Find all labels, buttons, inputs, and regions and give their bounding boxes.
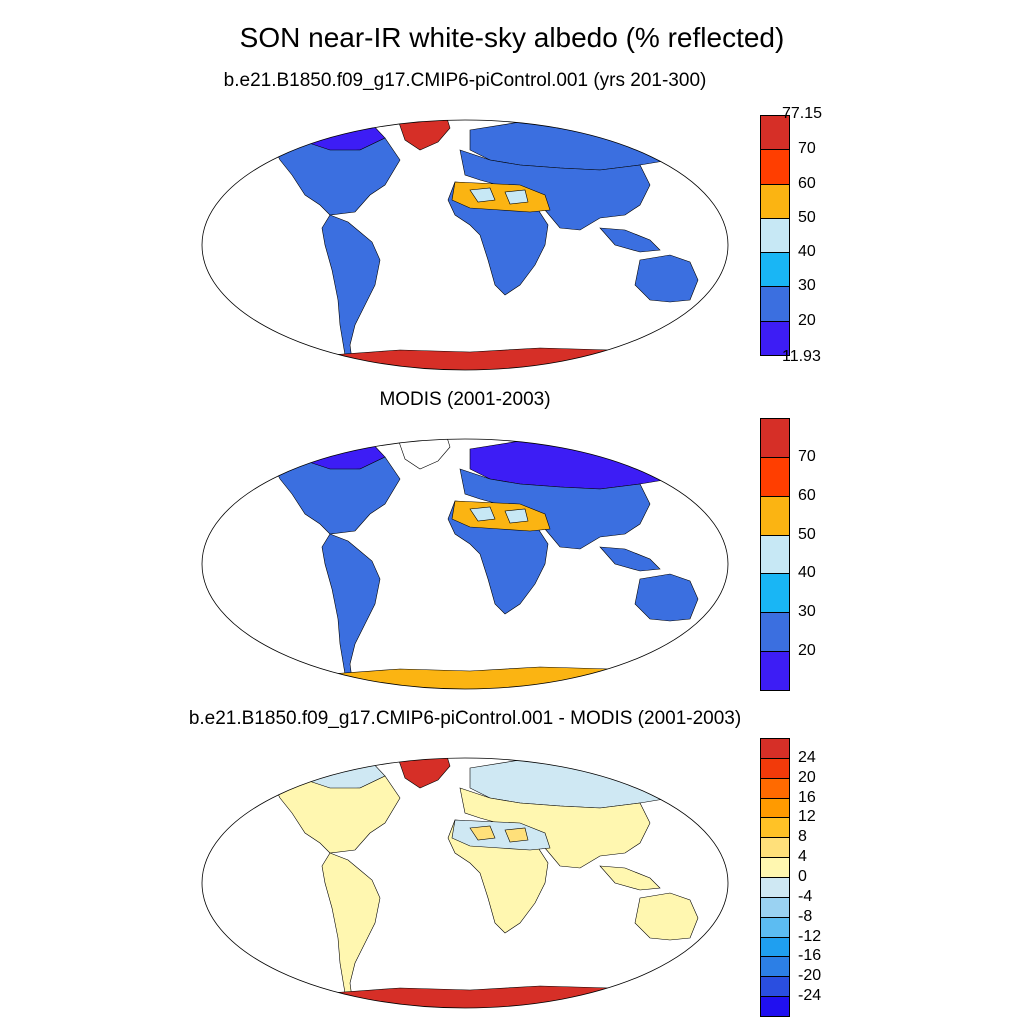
panel-title-diff: b.e21.B1850.f09_g17.CMIP6-piControl.001 … [188, 708, 742, 729]
colorbar-label: 24 [798, 748, 816, 766]
colorbar-label: -12 [798, 927, 822, 945]
region-desert_accent [469, 825, 496, 841]
colorbar-model: 11.93 20 30 40 50 60 70 77.15 [760, 106, 840, 365]
map-obs [201, 438, 729, 690]
colorbar-swatch [760, 797, 790, 819]
region-land [269, 775, 401, 854]
colorbar-swatch [760, 612, 790, 653]
region-desert_accent [504, 189, 529, 205]
colorbar-swatch [760, 817, 790, 839]
region-land [599, 546, 661, 572]
region-land [269, 137, 401, 216]
panel-title-obs: MODIS (2001-2003) [379, 389, 551, 410]
colorbar-swatch [760, 651, 790, 691]
colorbar-swatch [760, 757, 790, 779]
region-land [321, 533, 381, 680]
region-desert_accent [469, 506, 496, 522]
region-land [634, 254, 699, 303]
region-antarctica [274, 347, 701, 370]
region-arctic_islands [328, 439, 396, 444]
region-antarctica [274, 666, 701, 689]
colorbar-swatch [760, 456, 790, 497]
colorbar-label: -16 [798, 947, 822, 965]
colorbar-swatch [760, 495, 790, 536]
colorbar-label: -24 [798, 987, 822, 1005]
colorbar-swatch [760, 936, 790, 958]
colorbar-label: 0 [798, 868, 807, 885]
region-land [599, 227, 661, 253]
colorbar-swatch [760, 877, 790, 898]
colorbar-label: 60 [798, 174, 816, 192]
colorbar-swatch [760, 573, 790, 614]
colorbar-label: 4 [798, 848, 807, 866]
colorbar-swatch [760, 149, 790, 185]
colorbar-label: 16 [798, 788, 816, 806]
colorbar-swatch [760, 115, 790, 151]
colorbar-label: 12 [798, 808, 816, 826]
colorbar-label: 20 [798, 642, 816, 660]
region-greenland [397, 120, 451, 151]
map-border [201, 438, 729, 690]
region-desert_accent [504, 508, 529, 524]
colorbar-label: 40 [798, 564, 816, 582]
colorbar-label: -4 [798, 887, 813, 905]
colorbar-swatch [760, 252, 790, 288]
region-arctic_islands [328, 120, 396, 125]
region-greenland [397, 439, 451, 470]
colorbar-label: 50 [798, 525, 816, 543]
map-border [201, 757, 729, 1009]
map-diff [201, 757, 729, 1009]
colorbar-swatch [760, 896, 790, 918]
colorbar-swatch [760, 777, 790, 799]
colorbar-swatch [760, 534, 790, 575]
colorbar-label: 60 [798, 486, 816, 504]
colorbar-label: 11.93 [782, 348, 821, 365]
colorbar-label: 30 [798, 603, 816, 621]
map-border [201, 119, 729, 371]
colorbar-label: 77.15 [782, 105, 823, 122]
region-desert_accent [504, 827, 529, 843]
colorbar-label: 50 [798, 208, 816, 226]
region-arctic_islands [328, 758, 396, 763]
colorbar-swatch [760, 418, 790, 458]
colorbar-label: 20 [798, 768, 816, 786]
colorbar-swatch [760, 837, 790, 859]
colorbar-label: 30 [798, 277, 816, 295]
figure-title: SON near-IR white-sky albedo (% reflecte… [239, 22, 785, 53]
region-antarctica [274, 985, 701, 1008]
colorbar-label: 70 [798, 447, 816, 465]
colorbar-swatch [760, 286, 790, 322]
colorbar-swatch [760, 857, 790, 878]
map-model [201, 119, 729, 371]
region-greenland [397, 758, 451, 789]
colorbar-label: 70 [798, 140, 816, 158]
region-desert_accent [469, 187, 496, 203]
colorbar-label: 20 [798, 311, 816, 329]
colorbar-swatch [760, 956, 790, 978]
colorbar-label: -8 [798, 907, 813, 925]
colorbar-swatch [760, 183, 790, 219]
colorbar-diff: -24 -20 -16 -12 -8 -4 0 4 8 12 16 20 24 [760, 738, 840, 1017]
colorbar-swatch [760, 996, 790, 1017]
region-land [634, 573, 699, 622]
map-land-model [269, 120, 701, 370]
region-land [321, 214, 381, 361]
colorbar-label: 8 [798, 828, 807, 846]
colorbar-swatch [760, 320, 790, 356]
colorbar-swatch [760, 738, 790, 759]
panel-title-model: b.e21.B1850.f09_g17.CMIP6-piControl.001 … [223, 70, 707, 91]
region-land [634, 892, 699, 941]
region-land [321, 852, 381, 999]
region-land [269, 456, 401, 535]
colorbar-swatch [760, 976, 790, 998]
colorbar-label: 40 [798, 243, 816, 261]
colorbar-label: -20 [798, 967, 822, 985]
colorbar-swatch [760, 217, 790, 254]
region-land [599, 865, 661, 891]
colorbar-swatch [760, 916, 790, 938]
colorbar-obs: 20 30 40 50 60 70 [760, 418, 840, 691]
